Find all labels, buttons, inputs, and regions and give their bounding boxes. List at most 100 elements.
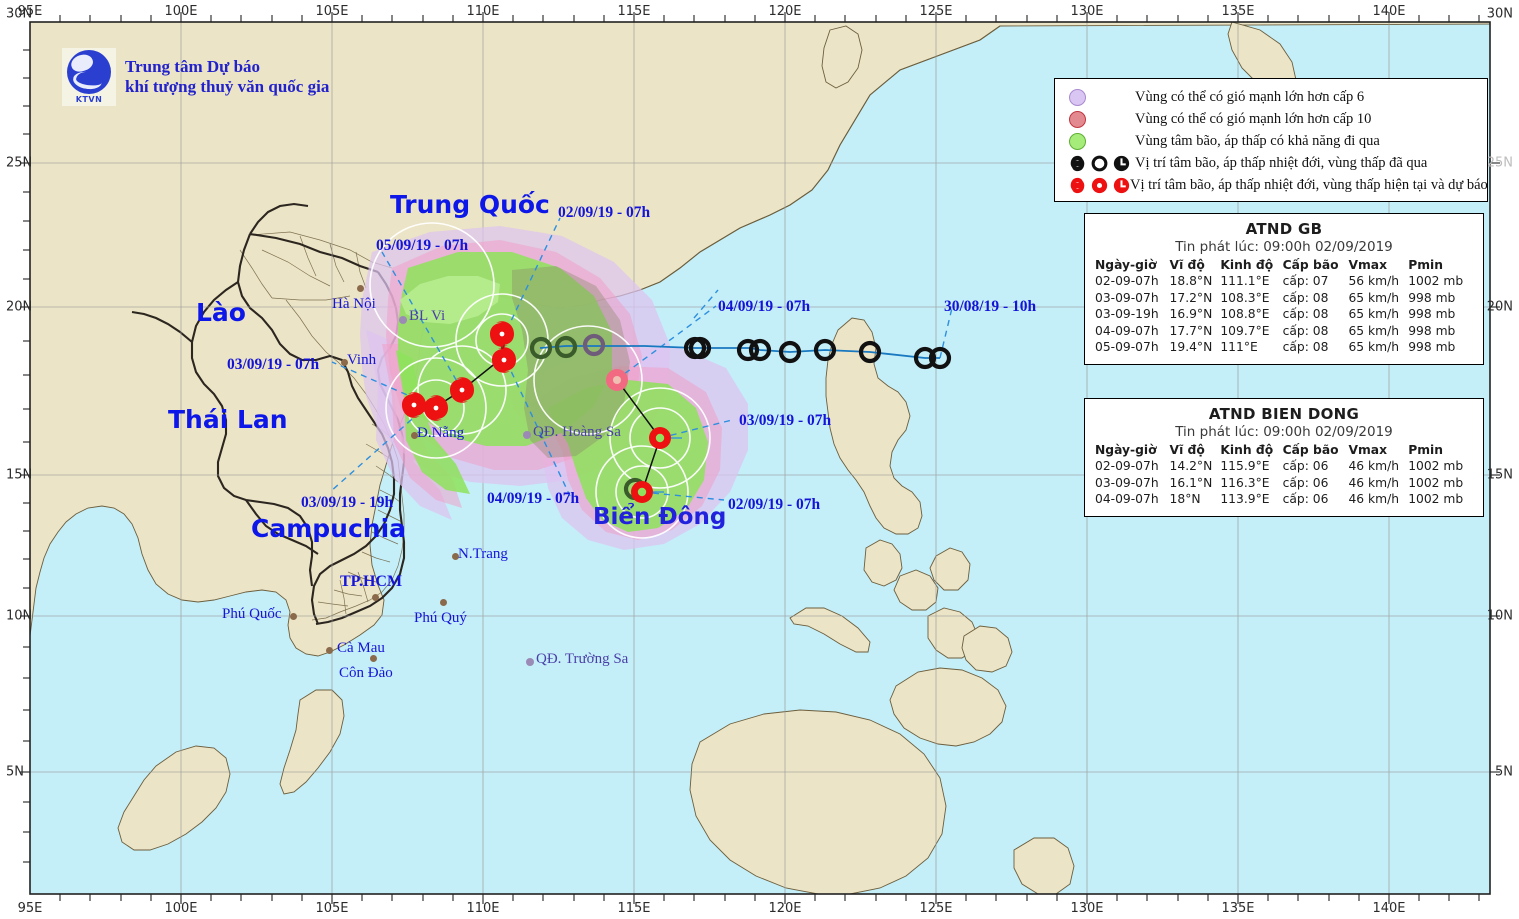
sulawesi-island (1013, 837, 1075, 894)
lon-tick-label: 115E (617, 4, 651, 19)
palawan-island (789, 607, 871, 653)
bottom-ticks (59, 894, 1480, 904)
island-dot-blvi (399, 316, 407, 324)
table-row: 03-09-07h 17.2°N 108.3°E cấp: 08 65 km/h… (1095, 290, 1473, 307)
map-geometry (30, 22, 1490, 894)
cell-cap: cấp: 06 (1282, 475, 1329, 490)
cell-pmin: 998 mb (1408, 340, 1456, 354)
samar-island (929, 547, 971, 591)
axis-ticks (20, 12, 1500, 904)
col-lat: Vĩ độ (1169, 443, 1205, 457)
cell-cap: cấp: 06 (1282, 492, 1329, 506)
cell-cap: cấp: 08 (1282, 307, 1329, 321)
lon-tick-label: 125E (919, 901, 953, 916)
col-vmax: Vmax (1348, 258, 1388, 272)
city-dot-condao (370, 655, 377, 662)
cell-lat: 14.2°N (1169, 459, 1213, 473)
lon-tick-label: 95E (17, 4, 43, 19)
col-cap: Cấp bão (1282, 443, 1339, 457)
island-dot-hoangsa (523, 431, 531, 439)
cell-lon: 108.8°E (1220, 307, 1270, 321)
lat-tick-label: 20N (1486, 299, 1513, 315)
top-ticks (59, 12, 1480, 22)
col-lon: Kinh độ (1220, 258, 1274, 272)
cell-cap: cấp: 07 (1282, 274, 1329, 288)
col-lon: Kinh độ (1220, 443, 1274, 457)
cell-pmin: 1002 mb (1408, 492, 1464, 506)
lat-tick-label: 5N (1495, 764, 1513, 780)
agency-branding: KTVN Trung tâm Dự báo khí tượng thuỷ văn… (62, 48, 329, 106)
city-dot-camau (326, 647, 333, 654)
lon-tick-label: 110E (466, 4, 500, 19)
ktvn-logo: KTVN (62, 48, 116, 106)
cell-lon: 108.3°E (1220, 290, 1270, 305)
cell-datetime: 03-09-19h (1095, 307, 1159, 321)
legend-row-cap6: Vùng có thể có gió mạnh lớn hơn cấp 6 (1065, 86, 1487, 108)
col-lat: Vĩ độ (1169, 258, 1205, 272)
table-header-row: Ngày-giờ Vĩ độ Kinh độ Cấp bão Vmax Pmin (1095, 258, 1473, 273)
malay-peninsula (279, 689, 345, 795)
table-header-row: Ngày-giờ Vĩ độ Kinh độ Cấp bão Vmax Pmin (1095, 443, 1473, 458)
logo-acronym: KTVN (75, 95, 103, 104)
cell-lon: 116.3°E (1220, 475, 1270, 490)
luzon-island (825, 317, 923, 535)
cell-lat: 19.4°N (1169, 340, 1213, 354)
cell-datetime: 02-09-07h (1095, 274, 1159, 288)
borneo-island (689, 709, 947, 894)
table-row: 03-09-19h 16.9°N 108.8°E cấp: 08 65 km/h… (1095, 306, 1473, 323)
past-marker-low-pressure (582, 333, 606, 357)
panel-title-bd: ATND BIEN DONG (1208, 405, 1360, 423)
lat-tick-label: 30N (1486, 6, 1513, 22)
mindoro-island (863, 539, 903, 587)
cell-cap: cấp: 06 (1282, 459, 1329, 473)
cell-vmax: 65 km/h (1348, 307, 1400, 321)
leyte-island (961, 625, 1013, 673)
cyclone-symbol-4 (424, 395, 448, 421)
lat-tick-label: 25N (1486, 155, 1513, 171)
legend-row-past: Vị trí tâm bão, áp thấp nhiệt đới, vùng … (1065, 152, 1487, 174)
lon-tick-label: 100E (164, 4, 198, 19)
low-red-icon (1113, 177, 1130, 193)
legend-label-center-area: Vùng tâm bão, áp thấp có khả năng đi qua (1135, 132, 1380, 149)
cell-vmax: 46 km/h (1348, 492, 1400, 506)
cell-pmin: 998 mb (1408, 290, 1456, 305)
lon-tick-label: 140E (1372, 4, 1406, 19)
cell-pmin: 998 mb (1408, 307, 1456, 321)
cell-lat: 16.1°N (1169, 475, 1213, 490)
city-dot-vinh (341, 359, 348, 366)
legend-label-current: Vị trí tâm bão, áp thấp nhiệt đới, vùng … (1130, 176, 1488, 193)
city-dot-hcmc (372, 594, 379, 601)
gb-cap6-cone-tail (366, 330, 452, 520)
forecast-panel-atnd-bien-dong: ATND BIEN DONG Tin phát lúc: 09:00h 02/0… (1084, 398, 1484, 517)
lon-tick-label: 120E (768, 4, 802, 19)
cell-lat: 16.9°N (1169, 307, 1213, 321)
lon-tick-label: 95E (17, 901, 43, 916)
legend-cap6-dot-icon (1069, 88, 1086, 106)
cell-cap: cấp: 08 (1282, 323, 1329, 338)
table-row: 03-09-07h 16.1°N 116.3°E cấp: 06 46 km/h… (1095, 475, 1473, 492)
cell-datetime: 03-09-07h (1095, 290, 1159, 305)
lat-tick-label: 20N (6, 299, 33, 315)
lon-tick-label: 105E (315, 901, 349, 916)
map-legend: Vùng có thể có gió mạnh lớn hơn cấp 6 Vù… (1054, 78, 1488, 202)
island-dot-truongsa (526, 658, 534, 666)
table-row: 02-09-07h 18.8°N 111.1°E cấp: 07 56 km/h… (1095, 273, 1473, 290)
city-dot-danang (411, 432, 418, 439)
cell-vmax: 46 km/h (1348, 475, 1400, 490)
cyclone-symbol-2 (492, 347, 516, 373)
right-ticks (1490, 162, 1500, 773)
col-datetime: Ngày-giờ (1095, 258, 1157, 272)
forecast-storm-markers (402, 321, 671, 503)
cell-vmax: 65 km/h (1348, 290, 1400, 305)
logo-emblem-icon (67, 50, 111, 94)
forecast-connector-lines (329, 217, 953, 501)
lon-tick-label: 135E (1221, 901, 1255, 916)
legend-center-area-dot-icon (1069, 132, 1086, 150)
lon-tick-label: 115E (617, 901, 651, 916)
taiwan-island (821, 25, 863, 89)
cell-lat: 17.2°N (1169, 290, 1213, 305)
table-row: 02-09-07h 14.2°N 115.9°E cấp: 06 46 km/h… (1095, 458, 1473, 475)
cell-vmax: 46 km/h (1348, 459, 1400, 473)
forecast-table-bd: Ngày-giờ Vĩ độ Kinh độ Cấp bão Vmax Pmin… (1095, 443, 1473, 508)
cell-vmax: 56 km/h (1348, 274, 1400, 288)
